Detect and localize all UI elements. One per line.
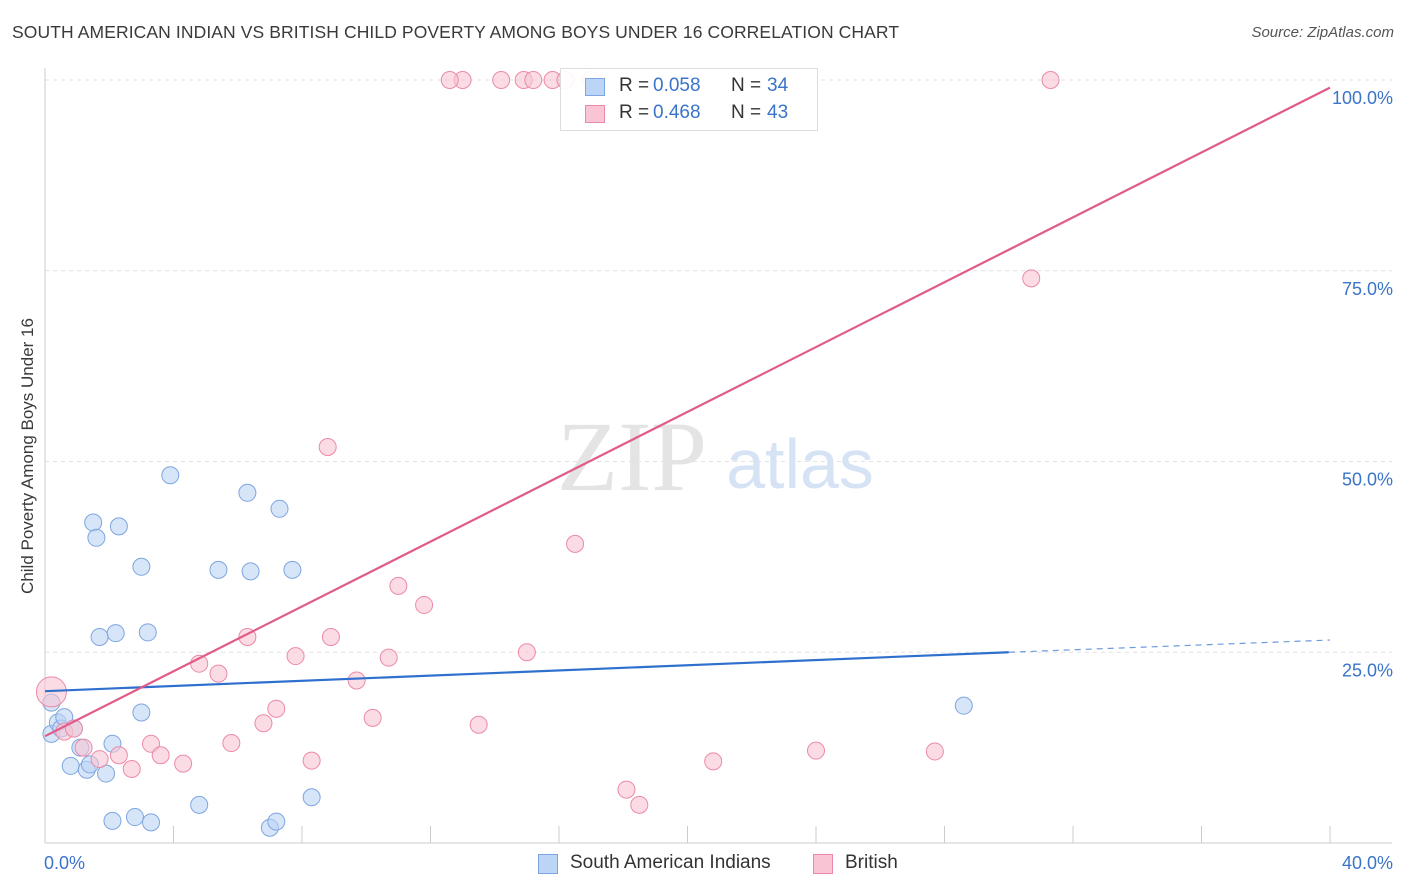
point-british (517, 643, 536, 662)
point-south-american-indian (138, 623, 157, 642)
point-south-american-indian (87, 528, 106, 547)
point-british (267, 699, 286, 718)
point-british (122, 759, 141, 778)
point-british (389, 576, 408, 595)
point-british (74, 738, 93, 757)
point-south-american-indian (270, 499, 289, 518)
watermark-zip: ZIP (557, 401, 707, 512)
point-british (363, 708, 382, 727)
x-tick-label: 40.0% (1342, 853, 1393, 873)
point-british (630, 795, 649, 814)
legend-swatch-blue (585, 78, 605, 96)
y-tick-label: 50.0% (1342, 470, 1393, 490)
axes (44, 68, 1392, 844)
watermark: ZIP atlas (557, 401, 874, 512)
point-british (492, 71, 511, 89)
point-british (1041, 71, 1060, 89)
y-tick-label: 100.0% (1332, 88, 1393, 108)
trend-line-extension-south-american-indians (1008, 639, 1331, 653)
legend-r-label: R = (619, 102, 650, 123)
point-british (440, 71, 459, 89)
point-british (415, 595, 434, 614)
point-british (469, 715, 488, 734)
legend-n-label: N = (731, 75, 762, 96)
legend-swatch-pink (585, 105, 605, 123)
point-british (347, 671, 366, 690)
point-south-american-indian (109, 517, 128, 536)
point-british (807, 741, 825, 760)
point-south-american-indian (132, 703, 151, 722)
point-british (318, 438, 337, 457)
point-south-american-indian (267, 812, 286, 831)
point-british (379, 648, 398, 667)
data-points (35, 71, 1060, 837)
point-british (925, 742, 944, 761)
legend-swatch-blue (538, 854, 558, 874)
point-british (151, 746, 170, 765)
point-british (524, 71, 543, 89)
point-south-american-indian (238, 483, 257, 502)
point-british (302, 751, 321, 770)
chart-title: SOUTH AMERICAN INDIAN VS BRITISH CHILD P… (12, 22, 900, 42)
legend-n-value: 43 (767, 102, 789, 123)
legend-label-south-american-indians: South American Indians (570, 852, 771, 873)
point-south-american-indian (241, 562, 260, 581)
point-south-american-indian (90, 627, 109, 646)
legend-r-value: 0.468 (653, 102, 701, 123)
point-british (617, 780, 636, 799)
point-british (222, 734, 241, 753)
point-south-american-indian (142, 813, 161, 832)
y-tick-label: 75.0% (1342, 279, 1393, 299)
trend-line-british (44, 86, 1331, 738)
point-south-american-indian (61, 756, 80, 775)
point-british (286, 647, 305, 666)
point-south-american-indian (209, 560, 228, 579)
point-south-american-indian (283, 560, 302, 579)
point-british (321, 627, 340, 646)
trend-line-south-american-indians (44, 651, 1009, 693)
trend-lines (44, 86, 1331, 738)
point-south-american-indian (161, 466, 180, 485)
point-british (566, 534, 585, 553)
point-south-american-indian (302, 788, 321, 807)
legend-swatch-pink (813, 854, 833, 874)
source-label: Source: ZipAtlas.com (1251, 24, 1394, 41)
grid-lines (45, 79, 1392, 653)
point-british (109, 746, 128, 765)
point-south-american-indian (103, 811, 122, 830)
point-south-american-indian (106, 624, 125, 643)
point-british (90, 750, 109, 769)
y-tick-label: 25.0% (1342, 660, 1393, 680)
tick-labels: 25.0% 50.0% 75.0% 100.0% 0.0% 40.0% (44, 88, 1393, 873)
point-british (254, 714, 273, 733)
point-south-american-indian (954, 696, 973, 715)
legend-r-value: 0.058 (653, 75, 701, 96)
x-tick-label: 0.0% (44, 853, 85, 873)
legend-label-british: British (845, 852, 898, 873)
point-south-american-indian (132, 557, 151, 576)
legend-n-label: N = (731, 102, 762, 123)
watermark-atlas: atlas (726, 425, 874, 503)
point-south-american-indian (190, 795, 209, 814)
legend-n-value: 34 (767, 75, 789, 96)
point-british (209, 664, 228, 683)
point-british (174, 754, 193, 773)
point-south-american-indian (84, 513, 103, 532)
point-british (1022, 269, 1041, 288)
point-british (704, 752, 723, 771)
correlation-legend: R = 0.058 N = 34 R = 0.468 N = 43 (560, 68, 818, 131)
legend-r-label: R = (619, 75, 650, 96)
point-south-american-indian (125, 808, 144, 827)
